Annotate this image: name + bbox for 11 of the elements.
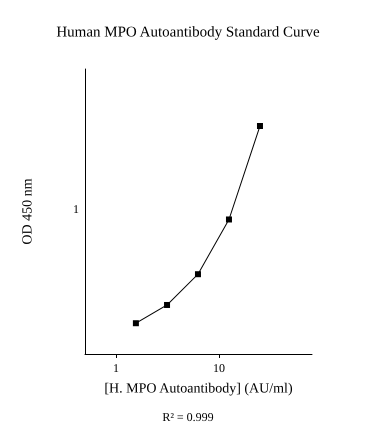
point — [164, 302, 170, 308]
x-axis-title: [H. MPO Autoantibody] (AU/ml) — [104, 382, 293, 396]
chart-title: Human MPO Autoantibody Standard Curve — [56, 24, 320, 40]
x-tick-label: 10 — [212, 361, 225, 375]
point — [226, 216, 232, 222]
y-axis-title: OD 450 nm — [20, 178, 36, 245]
point — [132, 320, 139, 326]
text: R² = 0.999 — [162, 410, 214, 424]
point — [194, 271, 201, 278]
text: 1 — [73, 202, 79, 216]
point — [256, 123, 263, 129]
